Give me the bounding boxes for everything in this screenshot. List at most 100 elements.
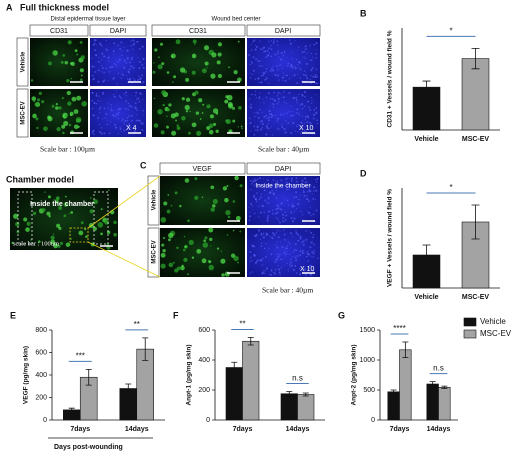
- speckle: [71, 96, 77, 102]
- speckle: [70, 211, 74, 214]
- speckle: [74, 49, 78, 53]
- speckle: [124, 107, 127, 110]
- speckle: [287, 204, 290, 206]
- speckle: [61, 97, 64, 100]
- speckle: [58, 205, 63, 210]
- speckle: [292, 122, 295, 124]
- micrograph: [152, 38, 245, 86]
- speckle: [58, 106, 62, 110]
- speckle: [275, 197, 278, 199]
- speckle: [232, 106, 235, 110]
- speckle: [288, 189, 290, 191]
- speckle: [237, 77, 242, 83]
- row-header-box: [147, 175, 160, 226]
- speckle: [260, 245, 263, 247]
- speckle: [275, 217, 278, 220]
- speckle: [128, 104, 131, 107]
- column-header-box: [246, 162, 321, 175]
- speckle: [138, 41, 140, 43]
- speckle: [275, 212, 277, 215]
- speckle: [181, 97, 185, 101]
- speckle: [305, 181, 308, 184]
- column-header: DAPI: [275, 166, 291, 173]
- speckle: [97, 100, 99, 102]
- speckle: [304, 45, 307, 48]
- speckle: [256, 192, 258, 194]
- zoom-line: [87, 175, 161, 229]
- speckle: [265, 255, 267, 258]
- speckle: [274, 186, 277, 189]
- speckle: [210, 207, 215, 212]
- speckle: [276, 40, 279, 43]
- speckle: [241, 127, 243, 130]
- speckle: [108, 71, 111, 73]
- speckle: [300, 194, 302, 196]
- speckle: [102, 118, 104, 120]
- speckle: [257, 229, 261, 232]
- y-tick-label: 200: [35, 394, 47, 401]
- significance-label: **: [134, 320, 140, 329]
- speckle: [97, 80, 100, 83]
- speckle: [140, 122, 142, 125]
- speckle: [284, 215, 287, 217]
- speckle: [100, 232, 103, 236]
- speckle: [15, 221, 20, 227]
- speckle: [103, 71, 105, 74]
- speckle: [263, 272, 266, 275]
- speckle: [266, 233, 269, 236]
- speckle: [291, 58, 293, 60]
- speckle: [57, 244, 61, 248]
- speckle: [296, 272, 298, 274]
- speckle: [296, 108, 299, 111]
- speckle: [278, 101, 280, 103]
- speckle: [128, 78, 131, 81]
- speckle: [208, 129, 214, 135]
- speckle: [135, 95, 137, 97]
- speckle: [284, 131, 287, 134]
- speckle: [267, 215, 269, 217]
- speckle: [253, 245, 256, 248]
- error-bar: [125, 383, 132, 394]
- speckle: [113, 220, 117, 225]
- speckle: [295, 230, 297, 232]
- speckle: [175, 39, 181, 45]
- speckle: [290, 63, 293, 66]
- speckle: [187, 219, 190, 223]
- speckle: [274, 53, 277, 56]
- speckle: [287, 62, 290, 65]
- speckle: [235, 215, 241, 221]
- bar: [297, 394, 315, 421]
- speckle: [26, 221, 31, 226]
- speckle: [76, 53, 79, 56]
- bar: [461, 58, 490, 131]
- speckle: [316, 75, 319, 78]
- column-header-box: [151, 24, 246, 37]
- speckle: [298, 104, 300, 106]
- speckle: [191, 53, 197, 59]
- speckle: [294, 243, 297, 245]
- speckle: [125, 91, 128, 94]
- speckle: [304, 268, 307, 271]
- scale-caption: Scale bar : 40µm: [262, 286, 313, 295]
- y-tick-label: 600: [198, 327, 210, 334]
- speckle: [305, 230, 307, 232]
- speckle: [295, 208, 297, 210]
- speckle: [253, 212, 256, 215]
- speckle: [106, 119, 108, 121]
- speckle: [116, 83, 118, 85]
- speckle: [265, 133, 268, 136]
- scale-caption: Scale bar : 40µm: [258, 145, 309, 154]
- speckle: [133, 130, 136, 133]
- speckle: [301, 102, 304, 106]
- speckle: [36, 126, 39, 130]
- speckle: [129, 126, 132, 129]
- speckle: [203, 239, 206, 243]
- speckle: [184, 178, 190, 183]
- speckle: [91, 99, 94, 102]
- significance-label: *: [449, 183, 452, 192]
- panel-letter: D: [360, 168, 367, 178]
- speckle: [295, 259, 298, 262]
- speckle: [305, 238, 308, 241]
- speckle: [316, 123, 319, 125]
- speckle: [208, 264, 215, 271]
